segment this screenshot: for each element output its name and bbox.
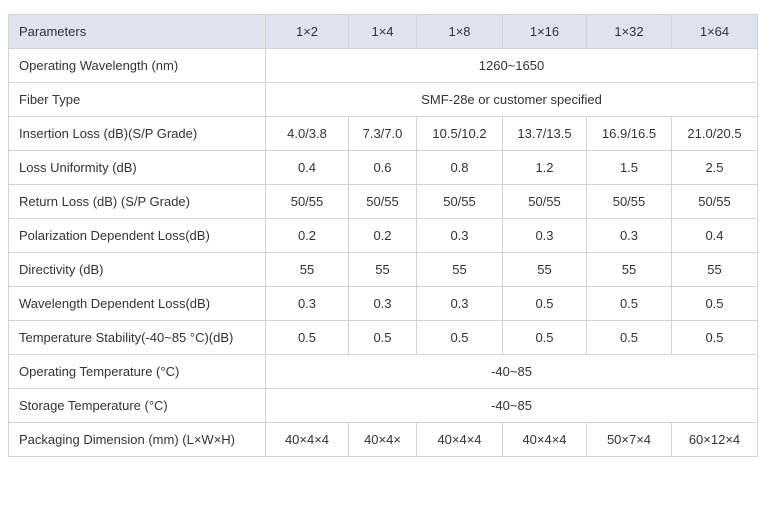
header-cell: 1×8	[416, 14, 503, 49]
cell: 0.6	[348, 150, 417, 185]
cell: 0.5	[671, 320, 758, 355]
cell: 55	[348, 252, 417, 287]
cell: 10.5/10.2	[416, 116, 503, 151]
cell: 50×7×4	[586, 422, 672, 457]
cell: 0.5	[502, 320, 587, 355]
header-row: Parameters 1×2 1×4 1×8 1×16 1×32 1×64	[8, 14, 758, 49]
row-label: Operating Wavelength (nm)	[8, 48, 266, 83]
cell: 1.2	[502, 150, 587, 185]
cell: 0.3	[348, 286, 417, 321]
table-header: Parameters 1×2 1×4 1×8 1×16 1×32 1×64	[8, 14, 758, 49]
cell: 0.4	[265, 150, 349, 185]
row-label: Directivity (dB)	[8, 252, 266, 287]
spec-table: Parameters 1×2 1×4 1×8 1×16 1×32 1×64 Operatin…	[8, 14, 758, 457]
cell: SMF-28e or customer specified	[265, 82, 758, 117]
cell: 0.3	[416, 286, 503, 321]
cell: 50/55	[671, 184, 758, 219]
cell: 0.8	[416, 150, 503, 185]
cell: 0.3	[265, 286, 349, 321]
row-label: Wavelength Dependent Loss(dB)	[8, 286, 266, 321]
header-cell: 1×64	[671, 14, 758, 49]
table-row: Operating Wavelength (nm) 1260~1650	[8, 48, 758, 83]
cell: 50/55	[265, 184, 349, 219]
row-label: Polarization Dependent Loss(dB)	[8, 218, 266, 253]
table-row: Loss Uniformity (dB) 0.4 0.6 0.8 1.2 1.5 2.5	[8, 150, 758, 185]
cell: 7.3/7.0	[348, 116, 417, 151]
cell: -40~85	[265, 354, 758, 389]
cell: 50/55	[586, 184, 672, 219]
cell: 55	[502, 252, 587, 287]
cell: 60×12×4	[671, 422, 758, 457]
table-row: Directivity (dB) 55 55 55 55 55 55	[8, 252, 758, 287]
header-cell: 1×32	[586, 14, 672, 49]
cell: 13.7/13.5	[502, 116, 587, 151]
cell: 50/55	[502, 184, 587, 219]
row-label: Insertion Loss (dB)(S/P Grade)	[8, 116, 266, 151]
cell: 0.5	[586, 320, 672, 355]
table-row: Return Loss (dB) (S/P Grade) 50/55 50/55 50…	[8, 184, 758, 219]
row-label: Storage Temperature (°C)	[8, 388, 266, 423]
cell: 55	[265, 252, 349, 287]
cell: 0.5	[502, 286, 587, 321]
cell: 0.5	[348, 320, 417, 355]
cell: 0.3	[502, 218, 587, 253]
cell: 0.4	[671, 218, 758, 253]
row-label: Operating Temperature (°C)	[8, 354, 266, 389]
cell: 0.2	[265, 218, 349, 253]
row-label: Temperature Stability(-40~85 °C)(dB)	[8, 320, 266, 355]
cell: 2.5	[671, 150, 758, 185]
cell: 55	[586, 252, 672, 287]
cell: 0.5	[265, 320, 349, 355]
row-label: Return Loss (dB) (S/P Grade)	[8, 184, 266, 219]
table-row: Operating Temperature (°C) -40~85	[8, 354, 758, 389]
row-label: Packaging Dimension (mm) (L×W×H)	[8, 422, 266, 457]
cell: 0.2	[348, 218, 417, 253]
header-cell: 1×16	[502, 14, 587, 49]
cell: 0.5	[416, 320, 503, 355]
cell: 40×4×	[348, 422, 417, 457]
cell: 1260~1650	[265, 48, 758, 83]
cell: 50/55	[348, 184, 417, 219]
table-row: Fiber Type SMF-28e or customer specified	[8, 82, 758, 117]
header-label: Parameters	[8, 14, 266, 49]
row-label: Loss Uniformity (dB)	[8, 150, 266, 185]
cell: 0.5	[671, 286, 758, 321]
cell: 40×4×4	[265, 422, 349, 457]
header-cell: 1×2	[265, 14, 349, 49]
cell: 0.3	[416, 218, 503, 253]
table-row: Polarization Dependent Loss(dB) 0.2 0.2 0.3…	[8, 218, 758, 253]
cell: 40×4×4	[416, 422, 503, 457]
header-cell: 1×4	[348, 14, 417, 49]
cell: 55	[416, 252, 503, 287]
table-row: Storage Temperature (°C) -40~85	[8, 388, 758, 423]
cell: 40×4×4	[502, 422, 587, 457]
cell: 0.5	[586, 286, 672, 321]
table-body: Operating Wavelength (nm) 1260~1650 Fiber …	[8, 48, 758, 457]
cell: 16.9/16.5	[586, 116, 672, 151]
table-row: Packaging Dimension (mm) (L×W×H) 40×4×4 40…	[8, 422, 758, 457]
table-row: Insertion Loss (dB)(S/P Grade) 4.0/3.8 7.3…	[8, 116, 758, 151]
cell: 1.5	[586, 150, 672, 185]
cell: 21.0/20.5	[671, 116, 758, 151]
table-row: Wavelength Dependent Loss(dB) 0.3 0.3 0.3 0.…	[8, 286, 758, 321]
cell: 55	[671, 252, 758, 287]
cell: 4.0/3.8	[265, 116, 349, 151]
cell: 50/55	[416, 184, 503, 219]
cell: -40~85	[265, 388, 758, 423]
row-label: Fiber Type	[8, 82, 266, 117]
table-row: Temperature Stability(-40~85 °C)(dB) 0.5 0…	[8, 320, 758, 355]
cell: 0.3	[586, 218, 672, 253]
